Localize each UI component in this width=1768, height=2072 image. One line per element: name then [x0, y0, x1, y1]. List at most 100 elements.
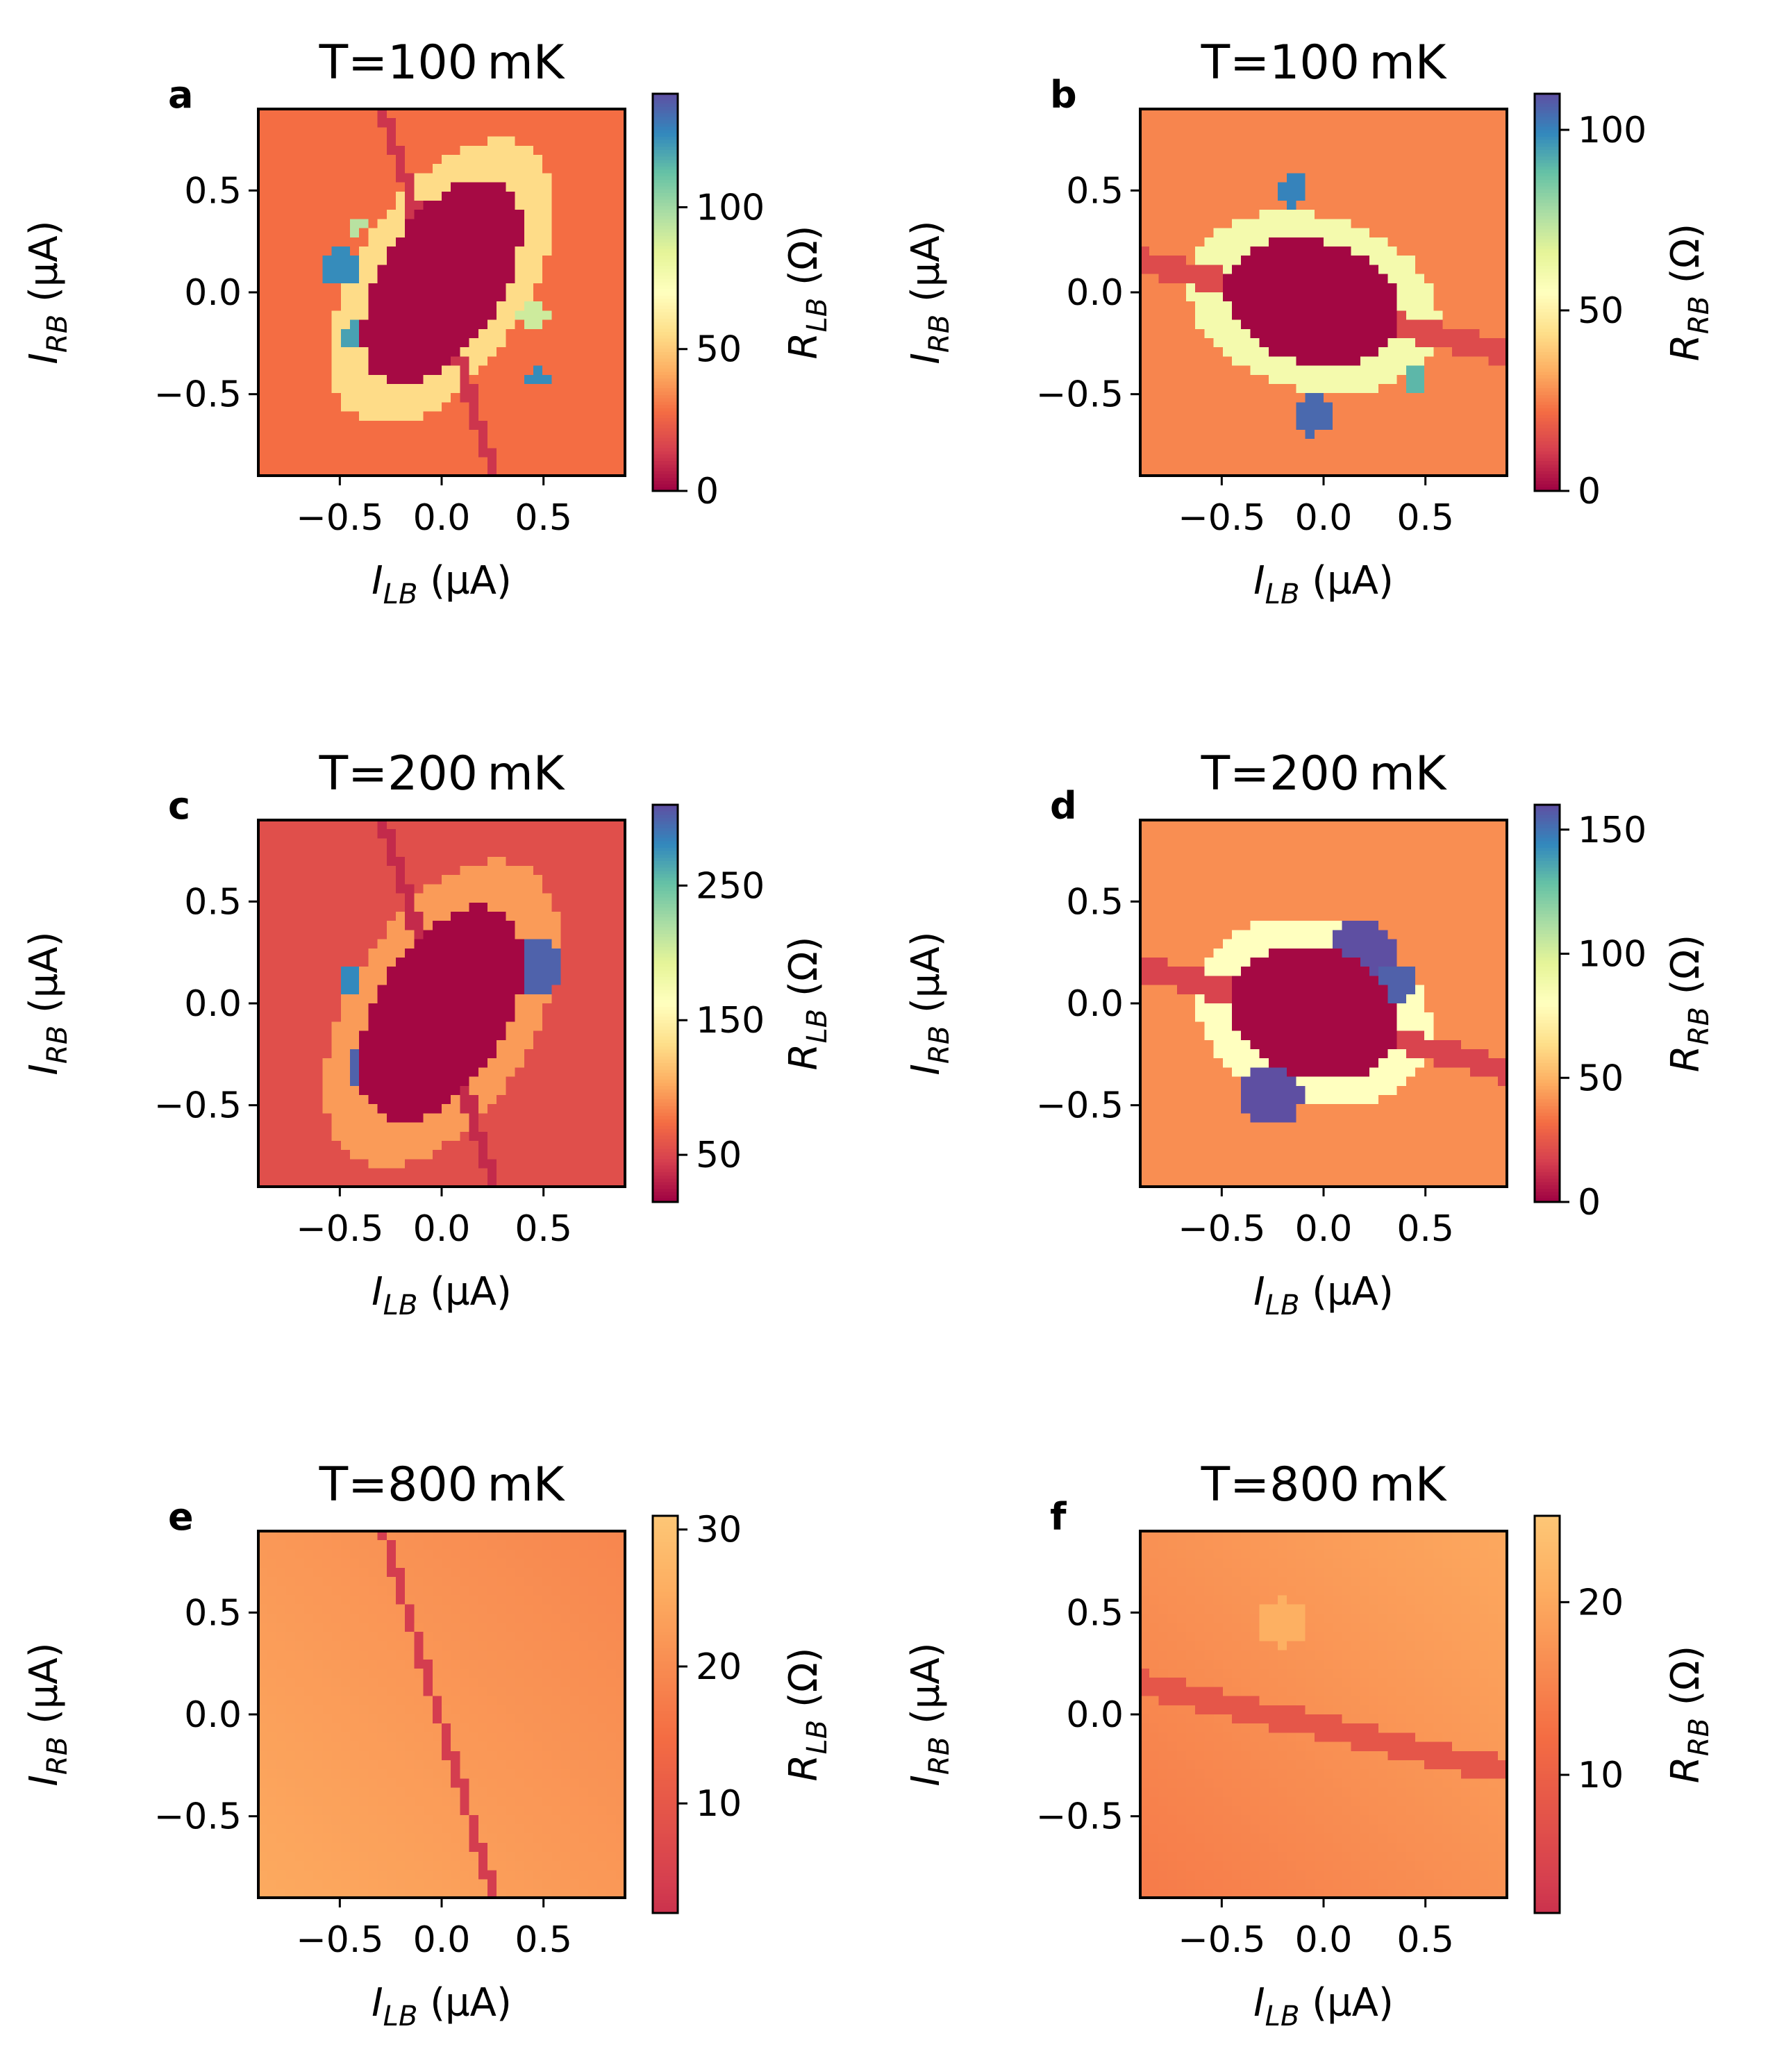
heatmap-cell	[506, 1021, 516, 1032]
colorbar-segment	[1535, 415, 1560, 419]
heatmap-cell	[1387, 201, 1398, 210]
heatmap-cell	[524, 439, 534, 449]
colorbar-segment	[653, 259, 678, 263]
heatmap-cell	[1158, 237, 1169, 247]
heatmap-cell	[533, 448, 543, 458]
heatmap-cell	[1305, 393, 1315, 403]
heatmap-cell	[359, 430, 369, 440]
heatmap-cell	[1451, 448, 1462, 458]
heatmap-cell	[1241, 247, 1251, 256]
heatmap-cell	[1333, 356, 1342, 367]
heatmap-cell	[313, 457, 323, 467]
heatmap-cell	[1415, 191, 1425, 201]
heatmap-cell	[506, 838, 516, 849]
heatmap-cell	[405, 1076, 415, 1087]
heatmap-cell	[322, 1177, 333, 1187]
heatmap-cell	[285, 182, 296, 192]
heatmap-cell	[1250, 292, 1260, 302]
heatmap-cell	[1305, 347, 1315, 357]
heatmap-cell	[469, 1104, 479, 1114]
heatmap-cell	[322, 985, 333, 995]
heatmap-cell	[331, 384, 342, 394]
heatmap-cell	[258, 1021, 268, 1032]
heatmap-cell	[423, 210, 433, 219]
heatmap-cell	[1415, 237, 1425, 247]
heatmap-cell	[597, 145, 608, 156]
heatmap-cell	[506, 402, 516, 412]
heatmap-cell	[460, 838, 470, 849]
heatmap-cell	[1176, 338, 1187, 348]
heatmap-cell	[350, 1058, 360, 1068]
heatmap-cell	[515, 191, 525, 201]
heatmap-cell	[442, 902, 451, 912]
heatmap-cell	[414, 109, 424, 119]
heatmap-cell	[432, 237, 442, 247]
heatmap-cell	[414, 856, 424, 867]
heatmap-cell	[1351, 393, 1361, 403]
heatmap-cell	[1204, 173, 1215, 183]
heatmap-cell	[350, 210, 360, 219]
heatmap-cell	[405, 411, 415, 421]
heatmap-cell	[267, 191, 277, 201]
heatmap-cell	[1167, 430, 1178, 440]
heatmap-cell	[524, 1150, 534, 1160]
heatmap-cell	[588, 1131, 598, 1142]
heatmap-cell	[340, 420, 351, 431]
heatmap-cell	[469, 457, 479, 467]
heatmap-cell	[569, 1131, 580, 1142]
heatmap-cell	[524, 219, 534, 229]
heatmap-cell	[267, 292, 277, 302]
heatmap-cell	[560, 448, 571, 458]
heatmap-cell	[258, 875, 268, 885]
heatmap-cell	[597, 838, 608, 849]
heatmap-cell	[313, 994, 323, 1004]
heatmap-cell	[285, 921, 296, 930]
heatmap-cell	[569, 393, 580, 403]
heatmap-cell	[285, 847, 296, 858]
heatmap-cell	[1250, 228, 1260, 238]
colorbar-segment	[653, 444, 678, 449]
heatmap-cell	[1360, 247, 1370, 256]
colorbar-segment	[1535, 239, 1560, 244]
heatmap-cell	[569, 1159, 580, 1169]
heatmap-cell	[1250, 155, 1260, 165]
heatmap-cell	[542, 1030, 552, 1041]
heatmap-cell	[1369, 466, 1379, 476]
heatmap-cell	[497, 1021, 506, 1032]
heatmap-cell	[1324, 319, 1333, 330]
heatmap-cell	[487, 402, 497, 412]
heatmap-cell	[1415, 136, 1425, 147]
heatmap-cell	[313, 948, 323, 958]
heatmap-cell	[331, 967, 342, 976]
heatmap-cell	[1406, 310, 1416, 321]
heatmap-cell	[294, 420, 305, 431]
heatmap-cell	[1305, 191, 1315, 201]
heatmap-cell	[560, 1058, 571, 1068]
heatmap-cell	[276, 1049, 287, 1059]
heatmap-cell	[1378, 274, 1388, 284]
heatmap-cell	[276, 457, 287, 467]
heatmap-cell	[451, 976, 460, 986]
heatmap-cell	[1232, 420, 1242, 431]
heatmap-cell	[1479, 328, 1490, 339]
heatmap-cell	[1232, 274, 1242, 284]
heatmap-cell	[442, 274, 451, 284]
heatmap-cell	[487, 1104, 497, 1114]
heatmap-cell	[1250, 237, 1260, 247]
heatmap-cell	[432, 191, 442, 201]
heatmap-cell	[1314, 420, 1324, 431]
heatmap-cell	[1406, 247, 1416, 256]
heatmap-cell	[294, 164, 305, 174]
heatmap-cell	[487, 155, 497, 165]
heatmap-cell	[1305, 411, 1315, 421]
heatmap-cell	[524, 1141, 534, 1151]
heatmap-cell	[1268, 347, 1278, 357]
heatmap-cell	[340, 1131, 351, 1142]
heatmap-cell	[368, 1049, 378, 1059]
heatmap-cell	[1369, 136, 1379, 147]
heatmap-cell	[1378, 411, 1388, 421]
heatmap-cell	[1415, 365, 1425, 376]
heatmap-cell	[1488, 301, 1499, 311]
heatmap-cell	[313, 109, 323, 119]
heatmap-cell	[368, 884, 378, 894]
